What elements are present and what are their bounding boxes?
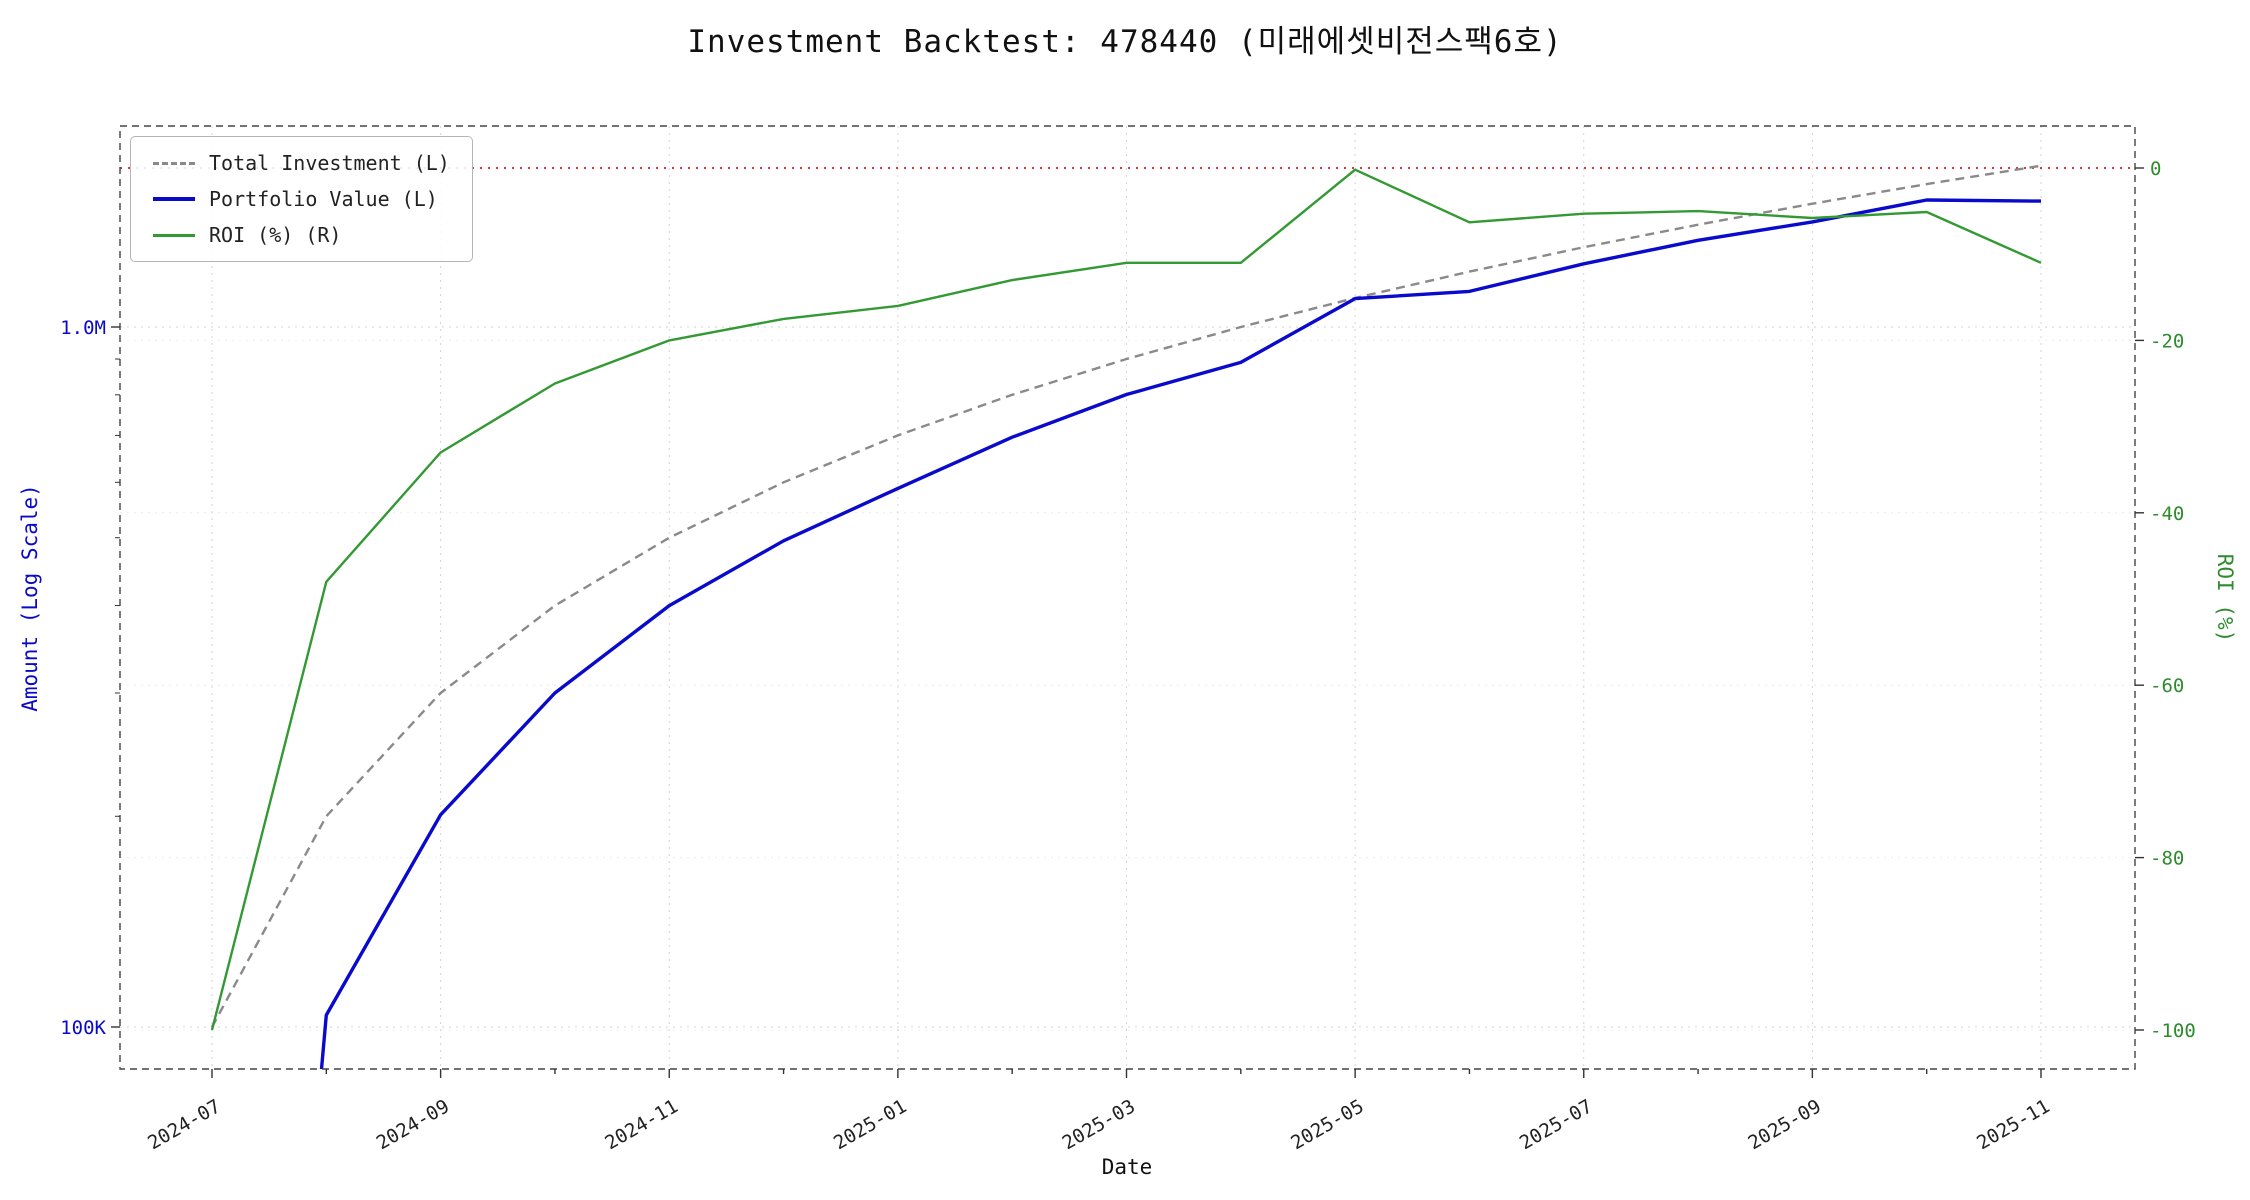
- solid-blue-line-sample-icon: [153, 197, 195, 201]
- right-tick-label: -20: [2150, 330, 2184, 352]
- right-tick-label: -40: [2150, 503, 2184, 525]
- legend-item-total-investment: Total Investment (L): [153, 151, 450, 175]
- legend: Total Investment (L) Portfolio Value (L)…: [130, 136, 473, 262]
- series-layer: [210, 164, 2042, 1069]
- tick-layer: [111, 167, 2144, 1078]
- portfolio-value-line: [319, 198, 2042, 1069]
- legend-label-total-investment: Total Investment (L): [209, 151, 450, 175]
- legend-label-portfolio-value: Portfolio Value (L): [209, 187, 438, 211]
- solid-green-line-sample-icon: [153, 233, 195, 237]
- x-tick-label: 2025-09: [1745, 1095, 1825, 1154]
- tick-label-layer: 2024-07 2024-09 2024-11 2025-01 2025-03 2025-…: [60, 158, 2196, 1154]
- x-tick-label: 2024-09: [373, 1095, 453, 1154]
- legend-item-portfolio-value: Portfolio Value (L): [153, 187, 450, 211]
- frame-layer: [119, 125, 2136, 1070]
- right-tick-label: 0: [2150, 158, 2161, 180]
- chart-title: Investment Backtest: 478440 (미래에셋비전스팩6호): [687, 24, 1563, 60]
- x-tick-label: 2025-05: [1287, 1095, 1367, 1154]
- x-axis-label: Date: [1102, 1155, 1153, 1179]
- roi-line: [210, 168, 2042, 1031]
- x-tick-label: 2024-07: [144, 1095, 224, 1154]
- right-tick-label: -80: [2150, 848, 2184, 870]
- left-tick-label: 100K: [60, 1017, 106, 1039]
- left-tick-label: 1.0M: [60, 317, 106, 339]
- right-tick-label: -100: [2150, 1020, 2196, 1042]
- grid-layer: [120, 126, 2135, 1069]
- right-axis-label: ROI (%): [2213, 554, 2237, 643]
- x-tick-label: 2025-01: [830, 1095, 910, 1154]
- plot-frame: [119, 125, 2136, 1070]
- legend-label-roi: ROI (%) (R): [209, 223, 342, 247]
- dashed-line-sample-icon: [153, 161, 195, 165]
- x-tick-label: 2025-03: [1059, 1095, 1139, 1154]
- left-axis-label: Amount (Log Scale): [18, 484, 42, 712]
- x-tick-label: 2025-07: [1516, 1095, 1596, 1154]
- x-tick-label: 2025-11: [1973, 1095, 2053, 1154]
- total-investment-line: [210, 164, 2042, 1028]
- legend-item-roi: ROI (%) (R): [153, 223, 450, 247]
- x-tick-label: 2024-11: [601, 1095, 681, 1154]
- right-tick-label: -60: [2150, 675, 2184, 697]
